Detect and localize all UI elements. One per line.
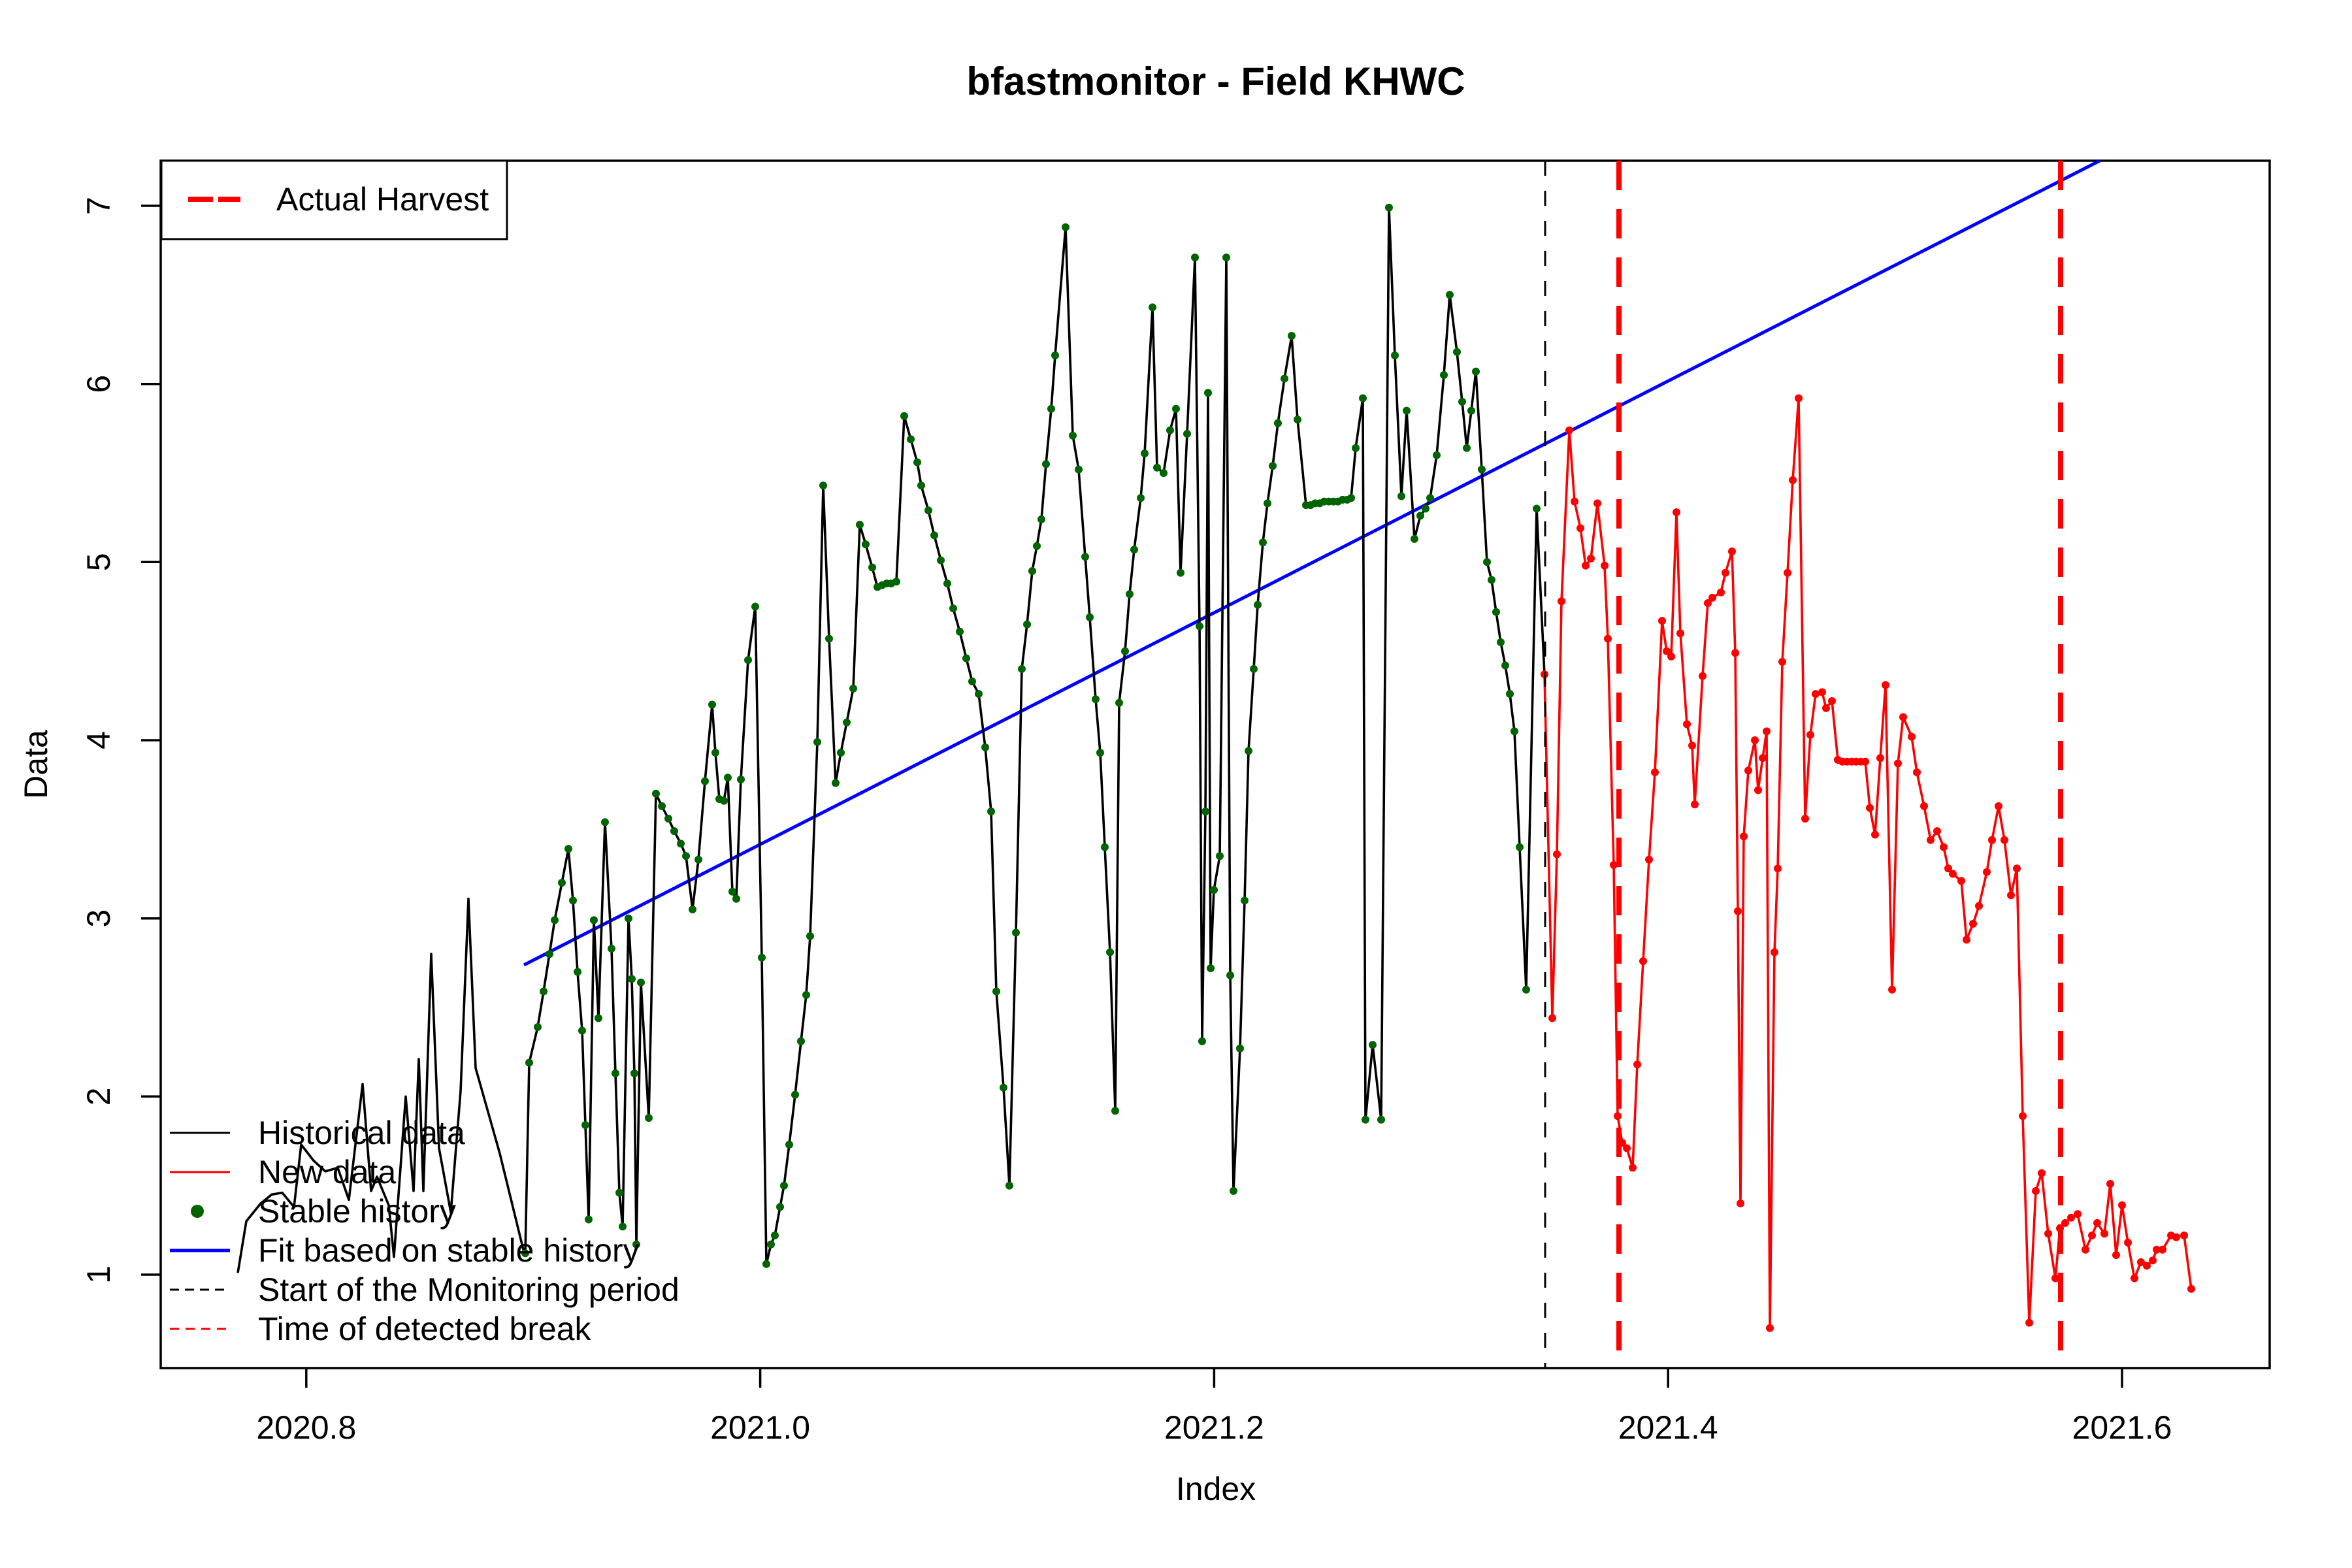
svg-text:5: 5 [80,553,117,571]
svg-text:Time of detected break: Time of detected break [258,1311,592,1347]
svg-text:2020.8: 2020.8 [256,1409,356,1446]
svg-text:1: 1 [80,1266,117,1284]
svg-text:Stable history: Stable history [258,1193,456,1230]
svg-text:2021.0: 2021.0 [710,1409,810,1446]
svg-text:Start of the Monitoring period: Start of the Monitoring period [258,1271,679,1308]
svg-text:2021.2: 2021.2 [1164,1409,1264,1446]
svg-text:3: 3 [80,909,117,928]
svg-text:4: 4 [80,731,117,749]
svg-text:Historical data: Historical data [258,1115,465,1151]
svg-text:New data: New data [258,1154,396,1190]
svg-text:Actual Harvest: Actual Harvest [276,181,489,218]
svg-text:2: 2 [80,1087,117,1105]
svg-text:Fit based on stable history: Fit based on stable history [258,1232,640,1269]
svg-text:2021.4: 2021.4 [1618,1409,1718,1446]
svg-text:7: 7 [80,197,117,215]
svg-text:Data: Data [18,730,54,799]
svg-text:2021.6: 2021.6 [2072,1409,2172,1446]
svg-text:6: 6 [80,375,117,393]
svg-text:Index: Index [1176,1471,1256,1507]
svg-text:bfastmonitor - Field KHWC: bfastmonitor - Field KHWC [966,59,1465,103]
